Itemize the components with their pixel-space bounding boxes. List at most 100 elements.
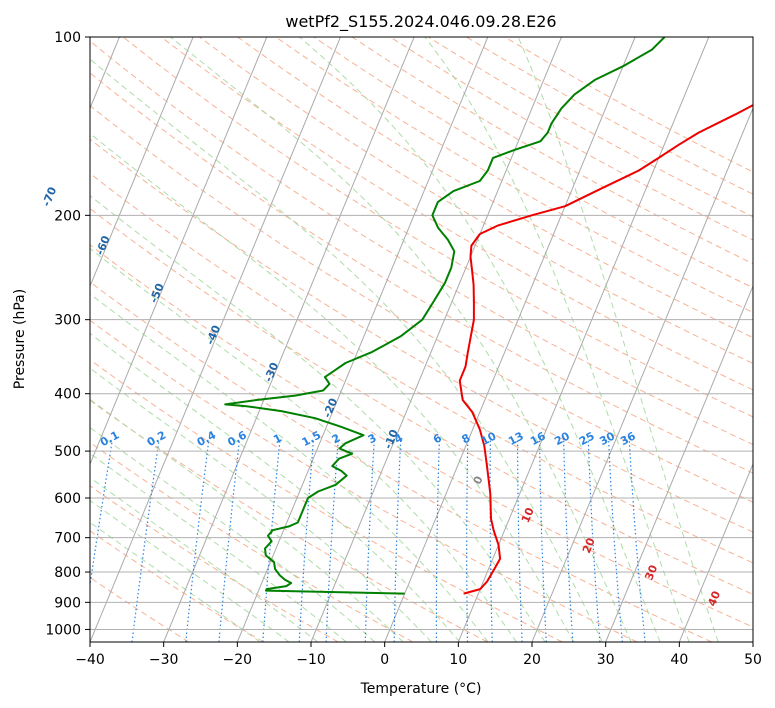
isotherm-line xyxy=(605,284,753,642)
dry-adiabat-line xyxy=(237,37,753,339)
mixing-ratio-line xyxy=(393,440,402,642)
pressure-gridlines xyxy=(90,37,753,630)
mixing-ratio-line xyxy=(364,440,375,642)
dry-adiabat-line xyxy=(90,485,339,642)
isotherm-label: 20 xyxy=(580,536,598,555)
dry-adiabat-line xyxy=(90,172,753,564)
y-tick-label: 600 xyxy=(54,491,81,507)
mixing-ratio-line xyxy=(563,440,574,642)
mixing-ratio-label: 25 xyxy=(577,429,597,448)
mixing-ratio-label: 13 xyxy=(506,429,526,448)
mixing-ratio-line xyxy=(325,440,339,642)
y-tick-label: 700 xyxy=(54,531,81,547)
mixing-ratio-label: 36 xyxy=(618,429,638,448)
mixing-ratio-line xyxy=(587,440,601,642)
mixing-ratio-line xyxy=(489,440,493,642)
y-tick-label: 800 xyxy=(54,565,81,581)
dry-adiabat-line xyxy=(313,37,753,289)
x-tick-label: 50 xyxy=(744,652,762,668)
mixing-ratio-line xyxy=(435,440,440,642)
isotherm-line xyxy=(90,37,268,466)
line-labels: -100-90-80-70-60-50-40-30-20-10010203040… xyxy=(0,148,723,608)
dry-adiabat-line xyxy=(90,359,563,642)
x-tick-label: 0 xyxy=(380,652,389,668)
mixing-ratio-label: 20 xyxy=(552,429,572,448)
temperature-profile-line xyxy=(458,104,753,595)
dry-adiabat-line xyxy=(90,281,712,642)
mixing-ratio-line xyxy=(90,440,113,590)
x-tick-label: −40 xyxy=(75,652,105,668)
dry-adiabat-line xyxy=(90,40,753,446)
moist-adiabat-line xyxy=(90,247,517,642)
isotherm-line xyxy=(90,37,194,288)
y-tick-label: 900 xyxy=(54,595,81,611)
moist-adiabat-line xyxy=(90,452,347,642)
y-axis-label: Pressure (hPa) xyxy=(12,289,28,389)
moist-adiabat-line xyxy=(170,37,632,642)
sounding-profiles xyxy=(224,37,753,595)
dry-adiabat-line xyxy=(90,399,488,642)
mixing-ratio-label: 10 xyxy=(479,429,499,448)
dry-adiabat-line xyxy=(199,37,753,365)
mixing-ratio-line xyxy=(539,440,547,642)
isotherm-label: 40 xyxy=(705,589,723,608)
x-axis-ticks: −40 −30 −20 −10 0 10 20 30 40 50 xyxy=(75,642,762,668)
isotherm-line xyxy=(90,37,341,642)
y-tick-label: 100 xyxy=(54,30,81,46)
x-tick-label: −20 xyxy=(223,652,253,668)
mixing-ratio-line xyxy=(185,440,210,642)
moist-adiabat-line xyxy=(90,332,461,642)
isotherm-line xyxy=(678,462,753,642)
y-axis-ticks: 100 200 300 400 500 600 700 800 900 1000 xyxy=(45,30,90,638)
y-tick-label: 400 xyxy=(54,387,81,403)
mixing-ratio-line xyxy=(517,440,523,642)
y-tick-label: 300 xyxy=(54,313,81,329)
isotherm-line xyxy=(310,37,562,642)
x-tick-label: −30 xyxy=(149,652,179,668)
x-tick-label: 40 xyxy=(670,652,688,668)
isotherm-line xyxy=(163,37,415,642)
moist-adiabat-line xyxy=(299,37,661,642)
isotherm-line xyxy=(531,106,753,642)
x-tick-label: 30 xyxy=(597,652,615,668)
mixing-ratio-line xyxy=(218,440,240,642)
dry-adiabat-line xyxy=(90,72,753,474)
x-axis-label: Temperature (°C) xyxy=(360,681,482,697)
moist-adiabat-line xyxy=(90,477,319,642)
mixing-ratio-line xyxy=(262,440,281,642)
moist-adiabat-line xyxy=(90,426,376,642)
moist-adiabat-line xyxy=(90,499,290,642)
moist-adiabat-line xyxy=(90,293,489,642)
dry-adiabat-line xyxy=(90,244,753,628)
moist-adiabat-line xyxy=(517,37,719,642)
moist-adiabat-line xyxy=(90,58,603,642)
mixing-ratio-line xyxy=(608,440,623,642)
mixing-ratio-label: 30 xyxy=(597,429,617,448)
moist-adiabat-line xyxy=(90,398,404,642)
isotherm-line xyxy=(384,37,636,642)
dry-adiabat-line xyxy=(90,207,753,596)
dry-adiabat-line xyxy=(90,138,753,533)
x-tick-label: −10 xyxy=(296,652,326,668)
moist-adiabat-line xyxy=(90,132,575,642)
background-lines xyxy=(90,37,753,642)
dry-adiabat-line xyxy=(90,105,753,503)
y-tick-label: 1000 xyxy=(45,622,81,638)
mixing-ratio-line xyxy=(131,440,160,642)
isotherm-line xyxy=(457,37,710,642)
mixing-ratio-label: 16 xyxy=(528,429,548,448)
mixing-ratio-line xyxy=(628,440,646,642)
mixing-ratio-line xyxy=(298,440,315,642)
y-tick-label: 200 xyxy=(54,208,81,224)
x-tick-label: 10 xyxy=(449,652,467,668)
mixing-ratio-line xyxy=(466,440,469,642)
moist-adiabat-line xyxy=(424,37,690,642)
moist-adiabat-line xyxy=(90,195,546,642)
plot-frame xyxy=(89,36,754,643)
moist-adiabat-line xyxy=(90,521,261,642)
dewpoint-profile-line xyxy=(224,37,666,595)
isotherm-label: 10 xyxy=(519,505,537,524)
isotherm-line xyxy=(236,37,489,642)
